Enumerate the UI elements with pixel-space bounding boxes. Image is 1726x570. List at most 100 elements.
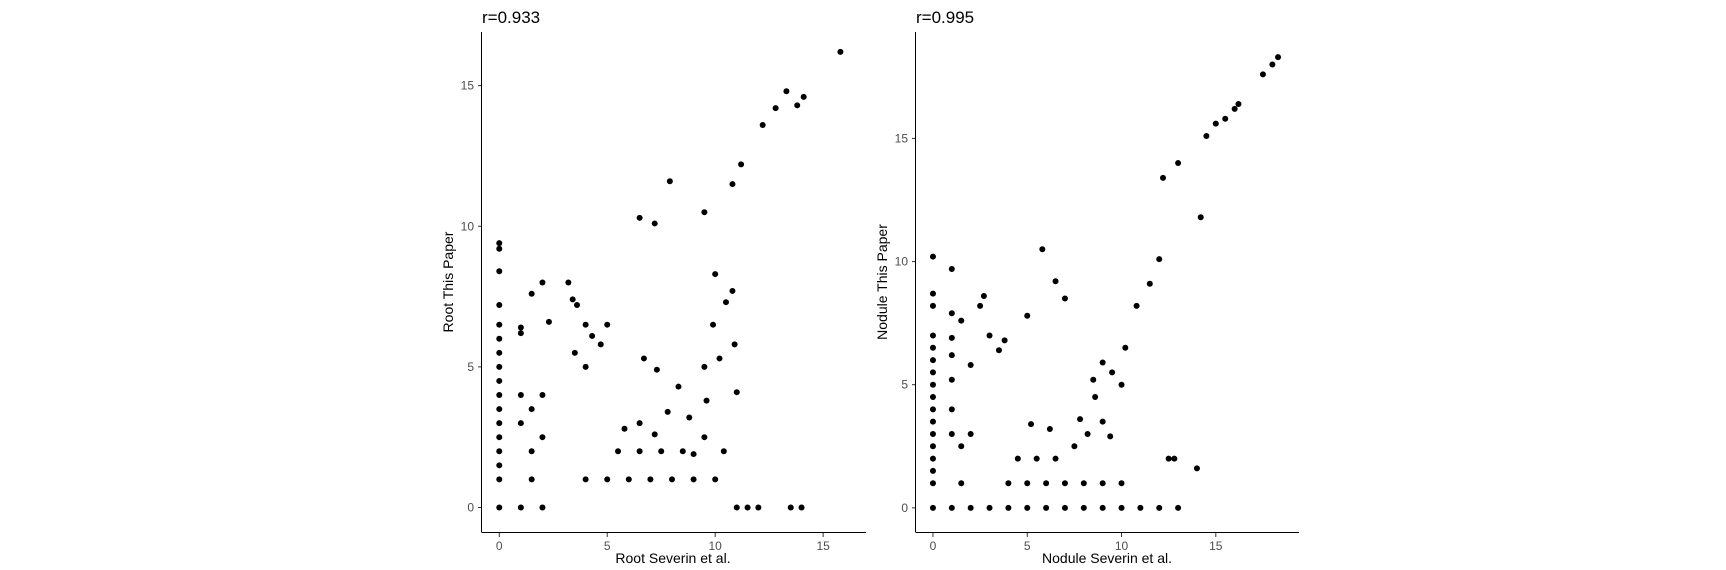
- panel-root-data-point: [701, 209, 708, 216]
- panel-root-data-point: [664, 408, 671, 415]
- panel-nodule-data-point: [1160, 174, 1167, 181]
- panel-root-data-point: [496, 476, 503, 483]
- panel-root-data-point: [729, 181, 736, 188]
- panel-root-data-point: [517, 330, 524, 337]
- panel-nodule: r=0.995 0 5 10 15 0 5 10 15 Nodule Severin et a…: [874, 8, 1299, 566]
- panel-nodule-data-point: [929, 430, 936, 437]
- panel-nodule-data-point: [929, 480, 936, 487]
- panel-root-x-label: Root Severin et al.: [615, 550, 730, 566]
- panel-root-data-point: [798, 504, 805, 511]
- panel-root-data-point: [690, 451, 697, 458]
- panel-nodule-data-point: [967, 430, 974, 437]
- panel-nodule-data-point: [1107, 433, 1114, 440]
- panel-nodule-data-point: [1077, 416, 1084, 423]
- panel-nodule-data-point: [929, 406, 936, 413]
- panel-nodule-data-point: [1080, 504, 1087, 511]
- panel-nodule-y-tick-label: 10: [895, 255, 909, 269]
- panel-nodule-data-point: [929, 290, 936, 297]
- panel-nodule-data-point: [948, 406, 955, 413]
- panel-root: r=0.933 0 5 10 15 0 5 10 15 Root Severin et al.…: [440, 8, 866, 566]
- panel-root-data-point: [733, 389, 740, 396]
- panel-nodule-data-point: [1043, 480, 1050, 487]
- panel-nodule-data-point: [929, 381, 936, 388]
- panel-nodule-data-point: [1231, 105, 1238, 112]
- panel-root-data-point: [800, 93, 807, 100]
- panel-nodule-data-point: [1165, 455, 1172, 462]
- panel-nodule-data-point: [1156, 256, 1163, 263]
- panel-nodule-data-point: [986, 332, 993, 339]
- panel-nodule-data-point: [948, 334, 955, 341]
- panel-nodule-data-point: [1133, 302, 1140, 309]
- panel-root-data-point: [528, 290, 535, 297]
- panel-root-data-point: [783, 88, 790, 95]
- panel-root-data-point: [517, 420, 524, 427]
- panel-root-data-point: [729, 287, 736, 294]
- panel-root-data-point: [597, 341, 604, 348]
- panel-nodule-data-point: [1122, 344, 1129, 351]
- panel-nodule-data-point: [948, 265, 955, 272]
- panel-root-x-tick-label: 10: [709, 539, 723, 553]
- panel-nodule-data-point: [1137, 504, 1144, 511]
- panel-nodule-x-label: Nodule Severin et al.: [1042, 550, 1172, 566]
- panel-nodule-data-point: [1052, 455, 1059, 462]
- panel-root-data-point: [496, 420, 503, 427]
- panel-nodule-data-point: [929, 455, 936, 462]
- panel-nodule-data-point: [958, 317, 965, 324]
- panel-nodule-data-point: [948, 352, 955, 359]
- panel-root-data-point: [539, 279, 546, 286]
- panel-nodule-data-point: [929, 443, 936, 450]
- panel-nodule-data-point: [948, 310, 955, 317]
- panel-root-data-point: [582, 363, 589, 370]
- panel-root-data-point: [731, 341, 738, 348]
- panel-nodule-data-point: [1033, 455, 1040, 462]
- panel-nodule-data-point: [948, 430, 955, 437]
- panel-nodule-data-point: [1092, 394, 1099, 401]
- panel-root-data-point: [569, 296, 576, 303]
- panel-nodule-data-point: [1014, 455, 1021, 462]
- panel-root-data-point: [517, 504, 524, 511]
- panel-nodule-data-point: [1099, 359, 1106, 366]
- panel-nodule-data-point: [948, 504, 955, 511]
- panel-root-data-point: [496, 245, 503, 252]
- panel-nodule-data-point: [1118, 480, 1125, 487]
- panel-root-data-point: [653, 366, 660, 373]
- panel-root-data-point: [625, 476, 632, 483]
- panel-nodule-y-label: Nodule This Paper: [874, 224, 890, 340]
- panel-root-data-point: [787, 504, 794, 511]
- panel-root-data-point: [640, 355, 647, 362]
- panel-root-data-point: [496, 377, 503, 384]
- panel-root-data-point: [733, 504, 740, 511]
- panel-nodule-y-tick-label: 5: [901, 378, 908, 392]
- panel-nodule-data-point: [929, 418, 936, 425]
- panel-nodule-data-point: [948, 376, 955, 383]
- panel-nodule-data-point: [958, 480, 965, 487]
- panel-root-data-point: [496, 363, 503, 370]
- panel-nodule-data-point: [1275, 54, 1282, 61]
- panel-nodule-data-point: [1212, 120, 1219, 127]
- panel-nodule-data-point: [1061, 295, 1068, 302]
- panel-root-data-point: [496, 392, 503, 398]
- panel-nodule-data-point: [1039, 246, 1046, 253]
- panel-root-data-point: [589, 332, 596, 339]
- panel-nodule-ticks: 0 5 10 15 0 5 10 15: [895, 131, 1223, 553]
- panel-nodule-x-tick-label: 5: [1024, 539, 1031, 553]
- panel-nodule-data-point: [1024, 504, 1031, 511]
- panel-root-y-label: Root This Paper: [440, 231, 456, 332]
- panel-nodule-data-point: [1222, 115, 1229, 122]
- panel-root-data-point: [621, 425, 628, 432]
- panel-root-data-point: [496, 406, 503, 413]
- panel-root-data-point: [759, 122, 766, 128]
- panel-nodule-data-point: [929, 332, 936, 339]
- panel-nodule-data-point: [1061, 504, 1068, 511]
- panel-nodule-data-point: [929, 344, 936, 351]
- panel-root-data-point: [496, 302, 503, 308]
- panel-root-data-point: [604, 476, 611, 483]
- panel-root-data-point: [755, 504, 762, 511]
- panel-nodule-data-point: [1005, 480, 1012, 487]
- panel-nodule-x-tick-label: 0: [930, 539, 937, 553]
- panel-nodule-data-point: [929, 467, 936, 474]
- panel-root-data-point: [496, 321, 503, 328]
- panel-nodule-data-point: [929, 302, 936, 309]
- panel-root-data-point: [772, 105, 779, 112]
- panel-root-data-point: [690, 476, 697, 483]
